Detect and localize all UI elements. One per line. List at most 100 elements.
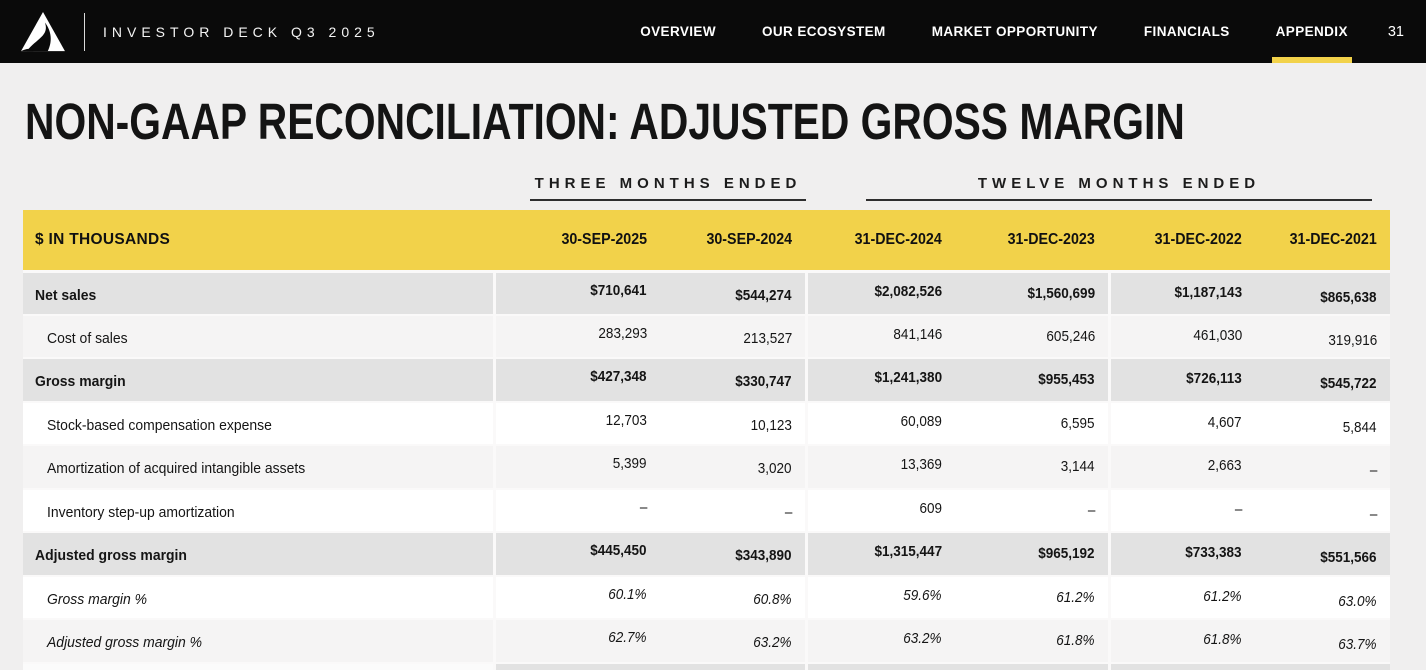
- cell-value: 12,703: [605, 411, 647, 429]
- row-label-cell: Adjusted gross margin: [23, 533, 493, 575]
- triangle-mark-icon[interactable]: [20, 11, 66, 53]
- cell-value: $733,383: [1185, 544, 1242, 562]
- value-cell: 12,703: [493, 402, 660, 444]
- value-cell: –: [660, 490, 805, 532]
- cell-value: 3,144: [1061, 458, 1095, 476]
- cell-value: 609: [919, 499, 942, 517]
- cell-value: –: [1369, 462, 1377, 480]
- value-cell: $1,187,143: [1108, 273, 1255, 314]
- value-cell: 63.2%: [660, 620, 805, 662]
- cell-value: $955,453: [1038, 371, 1095, 389]
- slide-number: 31: [1387, 23, 1404, 40]
- brand-divider: [84, 12, 85, 51]
- nav-item-overview[interactable]: OVERVIEW: [640, 24, 716, 39]
- cell-value: –: [639, 498, 647, 516]
- value-cell: $1,241,380: [805, 359, 955, 401]
- cell-value: $1,241,380: [874, 369, 942, 387]
- value-cell: 4,607: [1108, 402, 1255, 444]
- value-cell: 60,089: [805, 402, 955, 444]
- cell-value: 3,020: [758, 460, 792, 478]
- value-cell: 59.6%: [805, 576, 955, 618]
- column-header: 31-DEC-2022: [1108, 210, 1255, 270]
- column-header: 30-SEP-2024: [660, 210, 805, 270]
- cell-value: $1,315,447: [874, 543, 942, 561]
- group-header-twelve-months: TWELVE MONTHS ENDED: [866, 175, 1372, 201]
- row-label-cell: Gross margin: [23, 359, 493, 401]
- table-row-adjusted-gross-margin: Adjusted gross margin $445,450 $343,890 $1,…: [23, 531, 1390, 575]
- group-header-three-months: THREE MONTHS ENDED: [530, 175, 806, 201]
- slide-content: NON-GAAP RECONCILIATION: ADJUSTED GROSS …: [0, 96, 1426, 670]
- column-header: 30-SEP-2025: [493, 210, 660, 270]
- cell-value: 605,246: [1046, 327, 1095, 345]
- cell-value: 61.8%: [1203, 631, 1242, 649]
- cell-value: 461,030: [1193, 326, 1242, 344]
- cell-value: 2,663: [1208, 457, 1242, 475]
- value-cell: –: [1255, 446, 1390, 488]
- column-header: 31-DEC-2024: [805, 210, 955, 270]
- cell-value: 5,399: [613, 455, 647, 473]
- value-cell: 5,399: [493, 446, 660, 488]
- cell-value: 61.2%: [1203, 587, 1242, 605]
- column-header-label: 31-DEC-2023: [1007, 231, 1095, 248]
- table-row-gross-margin: Gross margin $427,348 $330,747 $1,241,380 $9…: [23, 357, 1390, 401]
- row-label: Cost of sales: [47, 329, 128, 347]
- cell-value: 59.6%: [903, 586, 942, 604]
- nav-item-financials[interactable]: FINANCIALS: [1143, 24, 1230, 39]
- value-cell: 2,663: [1108, 446, 1255, 488]
- row-label-cell: Adjusted gross margin %: [23, 620, 493, 662]
- value-cell: 63.0%: [1255, 577, 1390, 619]
- value-cell: $1,315,447: [805, 533, 955, 575]
- cell-value: $2,082,526: [874, 282, 942, 300]
- nav-menu: OVERVIEW OUR ECOSYSTEM MARKET OPPORTUNITY F…: [598, 0, 1353, 63]
- row-label-cell: Inventory step-up amortization: [23, 490, 493, 532]
- value-cell: $545,722: [1255, 359, 1390, 401]
- cell-value: $865,638: [1320, 288, 1377, 306]
- value-cell: 61.2%: [1108, 576, 1255, 618]
- cell-value: $726,113: [1186, 370, 1242, 388]
- column-group-headers: THREE MONTHS ENDED TWELVE MONTHS ENDED: [25, 175, 1426, 201]
- value-cell: –: [493, 489, 660, 531]
- cell-value: 6,595: [1061, 414, 1095, 432]
- deck-title: INVESTOR DECK Q3 2025: [103, 23, 380, 40]
- column-header: 31-DEC-2023: [955, 210, 1108, 270]
- cell-value: $1,187,143: [1174, 283, 1242, 301]
- value-cell: 609: [805, 489, 955, 531]
- value-cell: 841,146: [805, 315, 955, 357]
- table-row-adjusted-gross-margin: Adjusted gross margin % 62.7% 63.2% 63.2% 61…: [23, 618, 1390, 662]
- value-cell: $726,113: [1108, 359, 1255, 401]
- column-header-label: 30-SEP-2024: [706, 231, 792, 248]
- cell-value: $343,890: [735, 547, 792, 565]
- cell-value: $710,641: [590, 281, 647, 299]
- value-cell: $343,890: [660, 533, 805, 575]
- table-row-inventory-step-up-amortization: Inventory step-up amortization – – 609 – – –: [23, 487, 1390, 532]
- value-cell: 605,246: [955, 316, 1108, 358]
- cell-value: 841,146: [893, 325, 942, 343]
- row-label: Adjusted gross margin %: [47, 634, 203, 652]
- row-label: Gross margin: [35, 373, 126, 391]
- cell-value: 60,089: [900, 412, 942, 430]
- value-cell: $733,383: [1108, 533, 1255, 575]
- cell-value: 63.2%: [753, 634, 792, 652]
- value-cell: 213,527: [660, 316, 805, 358]
- cell-value: –: [1234, 500, 1242, 518]
- value-cell: $710,641: [493, 273, 660, 314]
- nav-item-our-ecosystem[interactable]: OUR ECOSYSTEM: [761, 24, 886, 39]
- value-cell: $965,192: [955, 533, 1108, 575]
- cell-value: 62.7%: [608, 629, 647, 647]
- cell-value: 319,916: [1328, 331, 1377, 349]
- row-label-cell: Net sales: [23, 273, 493, 314]
- row-label: Net sales: [35, 286, 97, 304]
- nav-item-appendix[interactable]: APPENDIX: [1271, 0, 1353, 63]
- nav-item-market-opportunity[interactable]: MARKET OPPORTUNITY: [931, 24, 1098, 39]
- row-label: Gross margin %: [47, 590, 148, 608]
- value-cell: –: [955, 490, 1108, 532]
- value-cell: –: [1255, 490, 1390, 532]
- value-cell: 63.7%: [1255, 620, 1390, 662]
- cell-value: $544,274: [735, 286, 792, 304]
- value-cell: 13,369: [805, 446, 955, 488]
- row-label-cell: Amortization of acquired intangible asse…: [23, 446, 493, 488]
- value-cell: 5,844: [1255, 403, 1390, 445]
- row-label-cell: Gross margin %: [23, 577, 493, 619]
- value-cell: 61.8%: [1108, 620, 1255, 662]
- value-cell: $445,450: [493, 533, 660, 575]
